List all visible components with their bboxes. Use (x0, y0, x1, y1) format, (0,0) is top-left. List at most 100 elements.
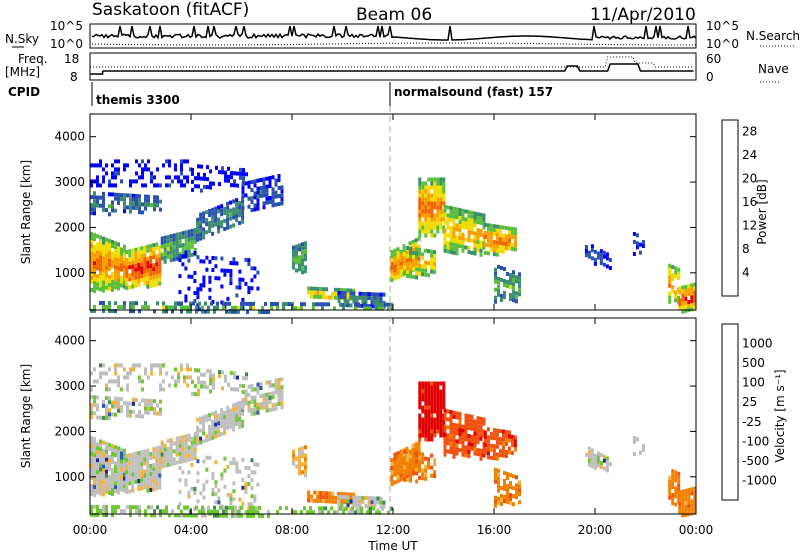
range-time-cell (178, 451, 182, 456)
range-time-cell (144, 183, 147, 188)
range-time-cell (152, 455, 156, 460)
range-time-cell (396, 275, 400, 280)
range-time-cell (681, 501, 685, 506)
range-time-cell (108, 204, 111, 209)
range-time-cell (473, 239, 477, 244)
range-time-cell (361, 495, 365, 500)
range-time-cell (351, 506, 354, 511)
range-time-cell (184, 234, 188, 239)
range-time-cell (396, 479, 400, 484)
range-time-cell (433, 405, 437, 410)
range-time-cell (105, 163, 108, 168)
range-time-cell (230, 371, 233, 376)
range-time-cell (96, 442, 99, 447)
range-time-cell (515, 495, 518, 500)
range-time-cell (446, 225, 450, 230)
range-time-cell (153, 309, 156, 314)
range-time-cell (363, 302, 366, 307)
range-time-cell (513, 447, 517, 452)
range-time-cell (126, 409, 129, 414)
range-time-cell (504, 234, 508, 238)
range-time-cell (155, 482, 159, 487)
range-time-cell (515, 291, 518, 296)
range-time-cell (439, 409, 443, 414)
range-time-cell (277, 194, 281, 198)
range-time-cell (165, 175, 168, 180)
range-time-cell (473, 423, 477, 428)
range-time-cell (253, 399, 257, 404)
range-time-cell (668, 299, 672, 304)
range-time-cell (181, 254, 185, 259)
range-time-cell (433, 401, 437, 406)
range-time-cell (458, 244, 462, 249)
range-time-cell (158, 273, 162, 278)
range-time-cell (102, 363, 105, 368)
range-time-cell (433, 262, 437, 267)
range-time-cell (193, 487, 197, 491)
range-time-cell (213, 309, 216, 314)
range-time-cell (132, 397, 135, 402)
range-time-cell (364, 504, 368, 508)
range-time-cell (229, 200, 233, 205)
range-time-cell (108, 396, 111, 401)
range-time-cell (253, 203, 257, 208)
range-time-cell (207, 305, 210, 310)
range-time-cell (102, 492, 105, 497)
range-time-cell (125, 286, 129, 291)
range-time-cell (250, 470, 254, 475)
range-time-cell (166, 451, 170, 455)
range-time-cell (424, 409, 428, 414)
range-time-cell (138, 379, 141, 384)
range-time-cell (93, 203, 96, 208)
range-time-cell (352, 492, 356, 497)
range-time-cell (174, 513, 177, 518)
range-time-cell (134, 283, 138, 288)
range-time-cell (298, 263, 301, 268)
range-time-cell (105, 485, 108, 490)
range-time-cell (117, 286, 120, 291)
range-time-cell (421, 452, 425, 457)
range-time-cell (390, 506, 393, 511)
range-time-cell (140, 466, 144, 471)
range-time-cell (191, 179, 194, 184)
range-time-cell (506, 484, 509, 488)
range-time-cell (390, 270, 394, 275)
range-time-cell (126, 193, 129, 198)
range-time-cell (247, 502, 251, 507)
range-time-cell (681, 493, 685, 498)
range-time-cell (641, 444, 645, 448)
range-time-cell (467, 434, 471, 439)
range-time-cell (449, 246, 453, 251)
range-time-cell (489, 235, 493, 240)
range-time-cell (223, 468, 227, 473)
range-time-cell (250, 286, 254, 291)
range-time-cell (241, 203, 245, 208)
range-time-cell (433, 250, 437, 255)
range-time-cell (518, 280, 521, 285)
range-time-cell (120, 179, 123, 184)
range-time-cell (184, 446, 188, 451)
range-time-cell (234, 509, 237, 514)
range-time-cell (166, 243, 170, 247)
range-time-cell (120, 459, 123, 464)
range-time-cell (229, 273, 233, 278)
range-time-cell (436, 393, 440, 398)
range-time-cell (120, 479, 123, 484)
range-time-cell (370, 504, 374, 509)
range-time-cell (126, 387, 129, 392)
range-time-cell (443, 408, 447, 413)
range-time-cell (235, 210, 239, 215)
range-time-cell (418, 381, 422, 386)
range-time-cell (108, 367, 111, 372)
range-time-cell (117, 274, 120, 279)
range-time-cell (430, 253, 434, 258)
range-time-cell (245, 376, 248, 381)
range-time-cell (376, 500, 380, 505)
range-time-cell (473, 443, 477, 448)
range-time-cell (196, 471, 200, 476)
range-time-cell (138, 194, 141, 199)
range-time-cell (584, 249, 588, 253)
range-time-cell (584, 253, 588, 257)
range-time-cell (102, 167, 105, 172)
range-time-cell (120, 259, 123, 264)
